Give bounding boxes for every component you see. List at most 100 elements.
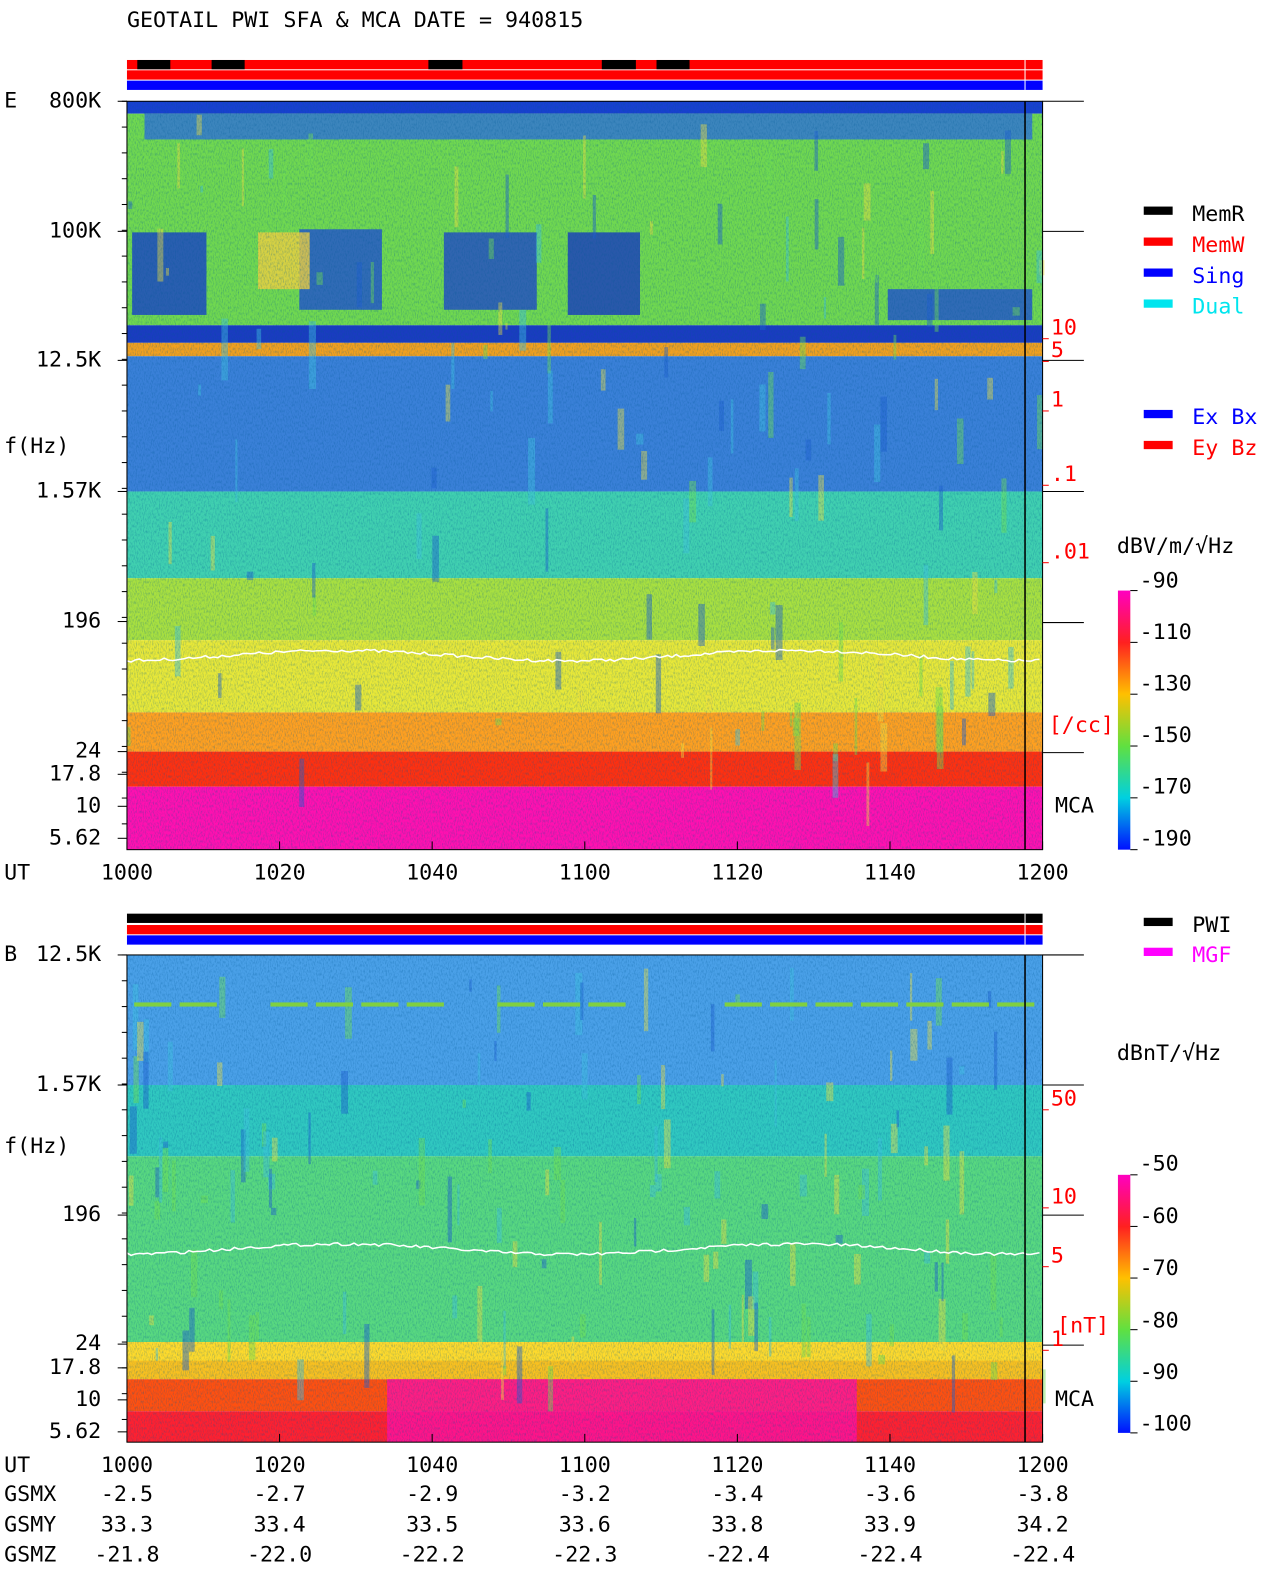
interference-line [179, 1002, 217, 1007]
interference-line [134, 1002, 172, 1007]
frequency-tick-label: 196 [62, 1202, 101, 1227]
density-tick-label: 5 [1051, 1243, 1064, 1268]
orbit-value: -21.8 [94, 1543, 159, 1568]
frequency-tick-label: 12.5K [36, 347, 101, 372]
orbit-value: 33.3 [101, 1512, 153, 1537]
interference-line [951, 1002, 989, 1007]
orbit-value: -3.4 [711, 1482, 763, 1507]
time-tick-label: 1040 [406, 1453, 458, 1478]
panel-label: B [4, 942, 17, 967]
orbit-value: -22.0 [247, 1543, 312, 1568]
colorbar-tick-label: -130 [1140, 672, 1192, 697]
spectrogram [126, 101, 1045, 850]
interference-line [997, 1002, 1035, 1007]
colorbar-tick-label: -70 [1140, 1256, 1179, 1281]
status-segment [211, 59, 245, 70]
legend-swatch [1143, 917, 1173, 927]
title: GEOTAIL PWI SFA & MCA DATE = 940815 [127, 8, 583, 33]
frequency-tick-label: 196 [62, 609, 101, 634]
interference-line [815, 1002, 853, 1007]
colorbar-tick-label: -90 [1140, 568, 1179, 593]
status-segment [137, 59, 171, 70]
spectral-grain [126, 101, 1043, 850]
legend-label: Dual [1192, 295, 1244, 320]
orbit-value: -22.2 [400, 1543, 465, 1568]
density-trace [126, 1242, 1040, 1257]
legend-swatch [1143, 206, 1173, 215]
orbit-value: 34.2 [1017, 1512, 1069, 1537]
colorbar-tick-label: -90 [1140, 1360, 1179, 1385]
density-tick-label: 1 [1051, 1327, 1064, 1352]
spectrogram [126, 954, 1046, 1443]
colorbar-tick-label: -100 [1140, 1412, 1192, 1437]
colorbar [1117, 590, 1131, 850]
orbit-value: -2.5 [101, 1482, 153, 1507]
density-tick-label: .1 [1051, 462, 1077, 487]
orbit-value: -22.4 [1010, 1543, 1075, 1568]
orbit-value: 33.8 [711, 1512, 763, 1537]
legend-label: MemR [1192, 202, 1245, 227]
time-tick-label: 1000 [101, 860, 153, 885]
time-tick-label: 1100 [559, 860, 611, 885]
legend-label: PWI [1192, 913, 1231, 938]
time-tick-label: 1040 [406, 860, 458, 885]
orbit-value: 33.4 [253, 1512, 305, 1537]
panel-label: E [4, 88, 17, 113]
frequency-tick-label: 800K [49, 88, 101, 113]
orbit-value: 33.9 [864, 1512, 916, 1537]
y-axis-label: f(Hz) [4, 1134, 69, 1159]
status-bar [126, 913, 1043, 923]
orbit-value: -2.9 [406, 1482, 458, 1507]
colorbar-unit: dBnT/√Hz [1117, 1041, 1221, 1066]
density-unit: [nT] [1057, 1314, 1109, 1339]
time-tick-label: 1140 [864, 860, 916, 885]
interference-line [497, 1002, 535, 1007]
orbit-value: -3.8 [1017, 1482, 1069, 1507]
colorbar-tick-label: -50 [1140, 1152, 1179, 1177]
y-axis-label: f(Hz) [4, 434, 69, 459]
frequency-tick-label: 17.8 [49, 1355, 101, 1380]
colorbar-tick-label: -150 [1140, 723, 1192, 748]
orbit-value: -22.3 [552, 1543, 617, 1568]
interference-line [361, 1002, 399, 1007]
interference-line [588, 1002, 626, 1007]
colorbar-tick-label: -190 [1140, 826, 1192, 851]
orbit-label: GSMX [4, 1482, 56, 1507]
interference-line [315, 1002, 354, 1007]
colorbar-tick-label: -60 [1140, 1204, 1179, 1229]
time-tick-label: 1020 [253, 1453, 305, 1478]
frequency-tick-label: 1.57K [36, 1072, 101, 1097]
time-tick-label: 1100 [559, 1453, 611, 1478]
frequency-tick-label: 24 [75, 1331, 101, 1356]
legend-swatch [1143, 237, 1173, 246]
orbit-value: -22.4 [857, 1543, 922, 1568]
density-tick-label: 10 [1051, 1185, 1077, 1210]
status-bar [126, 70, 1043, 80]
frequency-tick-label: 5.62 [49, 825, 101, 850]
colorbar-tick-label: -80 [1140, 1308, 1179, 1333]
time-tick-label: 1120 [711, 860, 763, 885]
status-segment [601, 59, 636, 70]
x-axis-label: UT [4, 1453, 30, 1478]
legend-label: MGF [1192, 943, 1231, 968]
status-segment [656, 59, 690, 70]
spectral-grain [126, 954, 1043, 1443]
frequency-tick-label: 5.62 [49, 1419, 101, 1444]
density-trace [126, 648, 1040, 664]
density-tick-label: .01 [1051, 539, 1090, 564]
legend-swatch [1143, 947, 1173, 956]
orbit-label: GSMY [4, 1512, 56, 1537]
colorbar-unit: dBV/m/√Hz [1117, 534, 1234, 559]
interference-line [770, 1002, 808, 1007]
status-bar [126, 935, 1043, 945]
frequency-tick-label: 10 [75, 793, 101, 818]
time-tick-label: 1200 [1017, 1453, 1069, 1478]
frequency-tick-label: 17.8 [49, 761, 101, 786]
orbit-value: -2.7 [253, 1482, 305, 1507]
colorbar-tick-label: -110 [1140, 620, 1192, 645]
frequency-tick-label: 10 [75, 1387, 101, 1412]
interference-line [724, 1002, 762, 1007]
status-bar [126, 59, 1043, 70]
legend-label: Ey Bz [1192, 436, 1257, 461]
interference-line [406, 1002, 444, 1007]
